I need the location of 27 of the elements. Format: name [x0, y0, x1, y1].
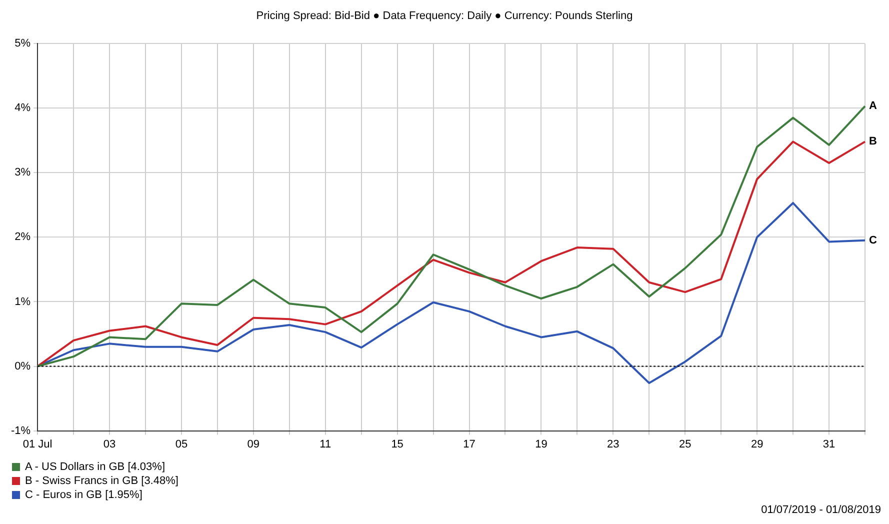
text: 01/07/2019 - 01/08/2019 [760, 504, 881, 516]
text: B [869, 136, 877, 148]
x-tick-label: 03 [103, 438, 116, 450]
y-tick-label: -1% [11, 424, 31, 437]
x-tick-label: 17 [463, 438, 476, 450]
x-tick-label: 29 [750, 438, 764, 450]
chart-title: Pricing Spread: Bid-Bid ● Data Frequency: Daily ● Currency: Pounds Sterling [255, 9, 634, 24]
x-tick-label: 23 [607, 438, 620, 450]
y-tick-label: 4% [14, 102, 31, 114]
y-tick-label: 5% [14, 38, 31, 50]
text: A [869, 100, 877, 112]
x-tick-label: 11 [320, 438, 332, 450]
text: C [869, 234, 877, 246]
y-tick-label: 2% [14, 231, 31, 244]
x-tick-label: 25 [678, 438, 692, 450]
x-tick-label: 19 [535, 438, 548, 450]
x-tick-label: 05 [175, 438, 188, 450]
legend-label: A - US Dollars in GB [4.03%] [25, 461, 165, 473]
y-tick-label: 0% [14, 360, 31, 372]
legend-label: B - Swiss Francs in GB [3.48%] [25, 475, 178, 487]
x-tick-label: 31 [822, 438, 836, 450]
x-tick-label: 09 [247, 438, 260, 450]
x-tick-label: 01 Jul [22, 438, 52, 450]
x-tick-label: 15 [391, 438, 404, 450]
y-tick-label: 3% [14, 166, 31, 179]
y-tick-label: 1% [14, 296, 31, 308]
legend-label: C - Euros in GB [1.95%] [25, 489, 142, 501]
